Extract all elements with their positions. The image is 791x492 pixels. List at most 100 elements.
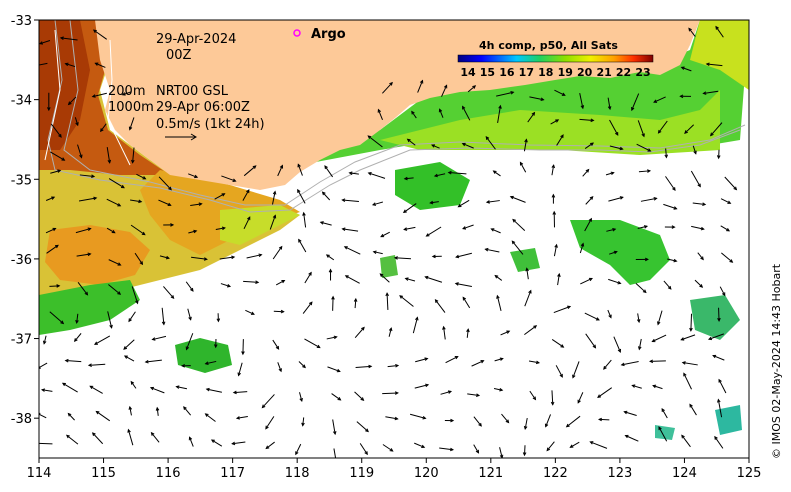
vector-arrow (183, 406, 192, 416)
vector-arrowhead (727, 200, 732, 204)
colorbar-tick-label: 19 (558, 66, 573, 79)
vector-arrowhead (188, 436, 193, 441)
vector-arrowhead (149, 386, 154, 391)
vector-arrow (77, 144, 83, 158)
vector-arrow (382, 444, 393, 452)
vector-arrow (603, 359, 612, 370)
vector-arrowhead (480, 360, 485, 364)
vector-arrow (697, 252, 704, 260)
vector-arrowhead (226, 284, 232, 288)
vector-arrow (327, 366, 340, 372)
vector-arrowhead (559, 373, 563, 378)
vector-arrowhead (42, 340, 47, 345)
vector-arrow (689, 404, 697, 416)
vector-arrow (356, 421, 369, 432)
vector-arrow (585, 333, 596, 348)
vector-arrowhead (717, 398, 721, 403)
vector-arrow (625, 435, 639, 442)
vector-arrowhead (733, 186, 738, 191)
vector-arrowhead (457, 203, 462, 208)
vector-arrow (354, 298, 357, 309)
vector-arrowhead (588, 217, 592, 222)
vector-arrowhead (258, 253, 263, 257)
vector-arrowhead (188, 316, 192, 321)
x-tick-label: 118 (285, 466, 310, 481)
vector-arrow (637, 120, 645, 137)
vector-arrow (158, 176, 172, 190)
vector-arrowhead (95, 410, 100, 415)
vector-arrow (529, 96, 544, 101)
vector-arrowhead (680, 337, 685, 341)
vector-arrowhead (607, 106, 612, 111)
vector-arrow (188, 173, 198, 178)
vector-arrowhead (535, 360, 541, 365)
y-tick-label: -35 (11, 173, 32, 188)
vector-arrow (108, 178, 125, 189)
vector-arrow (493, 388, 503, 391)
vector-arrowhead (79, 154, 83, 159)
vector-arrowhead (492, 170, 497, 174)
vector-arrow (388, 328, 392, 337)
vector-arrowhead (667, 285, 672, 290)
vector-arrowhead (87, 227, 92, 231)
vector-arrowhead (683, 372, 687, 377)
colorbar-tick-label: 17 (519, 66, 534, 79)
vector-arrowhead (328, 268, 333, 273)
vector-arrowhead (551, 164, 556, 169)
vector-arrowhead (298, 238, 302, 243)
vector-arrow (246, 254, 262, 259)
vector-arrowhead (680, 66, 685, 70)
vector-arrow (579, 93, 584, 109)
vector-arrow (152, 335, 167, 341)
vector-arrowhead (395, 363, 400, 368)
vector-arrow (412, 317, 418, 334)
argo-label: Argo (311, 27, 346, 42)
vector-arrowhead (560, 344, 565, 348)
vector-arrowhead (528, 289, 532, 294)
vector-arrow (720, 225, 730, 232)
vector-arrow (275, 280, 285, 286)
vector-arrowhead (709, 132, 714, 137)
vector-arrow (295, 443, 302, 455)
vector-arrow (150, 387, 165, 394)
vector-arrowhead (580, 105, 585, 110)
vector-arrowhead (672, 187, 676, 192)
vector-arrowhead (651, 338, 656, 343)
vector-arrowhead (155, 406, 160, 411)
vector-arrowhead (702, 91, 707, 95)
vector-arrowhead (700, 256, 704, 261)
vector-arrow (136, 173, 146, 180)
vector-arrowhead (221, 226, 226, 231)
vector-arrow (387, 364, 399, 368)
vector-arrow (405, 277, 416, 282)
vector-arrow (205, 360, 217, 365)
vector-arrowhead (653, 99, 658, 103)
vector-arrowhead (150, 431, 155, 436)
vector-arrowhead (644, 257, 649, 262)
vector-arrow (582, 169, 589, 177)
vector-arrowhead (336, 368, 341, 373)
vector-arrowhead (472, 85, 477, 89)
product-label: NRT00 GSL (156, 84, 229, 99)
vector-arrowhead (544, 423, 549, 428)
vector-arrow (494, 358, 503, 362)
vector-arrow (512, 219, 526, 231)
vector-arrow (526, 268, 529, 280)
date-label: 29-Apr-2024 (156, 32, 236, 47)
vector-arrowhead (637, 346, 642, 351)
vector-arrowhead (499, 357, 504, 361)
vector-arrow (302, 301, 313, 314)
vector-arrow (186, 333, 194, 350)
vector-arrow (404, 226, 416, 231)
vector-arrow (714, 436, 724, 449)
vector-arrow (233, 391, 248, 394)
vector-arrow (243, 165, 257, 177)
x-tick-label: 115 (91, 466, 116, 481)
vector-arrow (326, 254, 335, 261)
vector-arrow (304, 338, 321, 349)
vector-arrowhead (595, 317, 600, 321)
plot-area (39, 20, 749, 458)
vector-arrowhead (210, 439, 215, 443)
vector-arrow (694, 279, 703, 288)
vector-arrow (299, 392, 303, 402)
